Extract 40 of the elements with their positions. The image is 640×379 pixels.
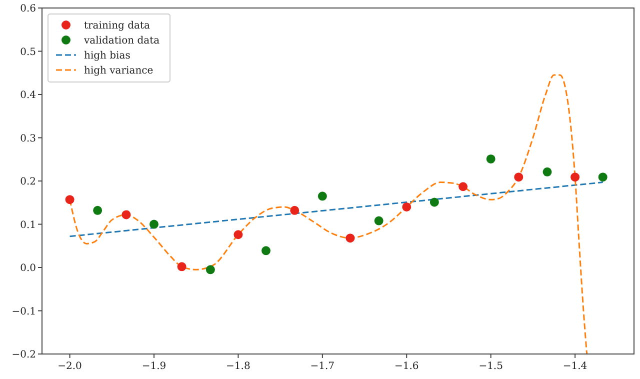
y-tick-label: 0.2: [20, 176, 36, 188]
y-tick-label: 0.3: [20, 133, 36, 144]
point: [93, 206, 102, 215]
x-tick-label: −2.0: [58, 361, 82, 372]
legend-label: high variance: [84, 66, 154, 76]
y-tick-label: 0.6: [20, 4, 36, 14]
y-tick-label: −0.1: [12, 306, 36, 318]
point: [430, 198, 439, 207]
point: [542, 167, 552, 176]
point: [346, 234, 355, 243]
point: [570, 172, 580, 182]
x-tick-label: −1.5: [478, 361, 503, 372]
point: [318, 192, 327, 201]
y-tick-label: 0.1: [20, 220, 36, 231]
point: [234, 230, 243, 240]
point: [150, 220, 158, 229]
legend-label: validation data: [83, 36, 160, 46]
legend-label: high bias: [84, 50, 130, 62]
point: [374, 216, 384, 226]
point: [458, 182, 468, 192]
point: [177, 262, 186, 272]
point: [65, 195, 74, 204]
y-tick-label: −0.2: [12, 350, 36, 360]
x-tick-label: −1.4: [562, 361, 588, 372]
point: [122, 210, 131, 220]
x-tick-label: −1.8: [226, 361, 250, 372]
x-tick-label: −1.6: [394, 361, 419, 372]
y-tick-label: 0.5: [20, 46, 36, 58]
point: [486, 154, 496, 164]
point: [206, 265, 215, 274]
x-tick-label: −1.9: [142, 361, 166, 372]
point: [514, 172, 524, 182]
y-tick-label: 0.4: [20, 90, 36, 101]
point: [598, 172, 608, 182]
x-tick-label: −1.7: [310, 361, 335, 372]
legend-label: training data: [84, 20, 150, 32]
y-tick-label: 0.0: [20, 263, 36, 274]
point: [262, 246, 270, 256]
point: [290, 206, 300, 215]
point: [402, 202, 412, 212]
